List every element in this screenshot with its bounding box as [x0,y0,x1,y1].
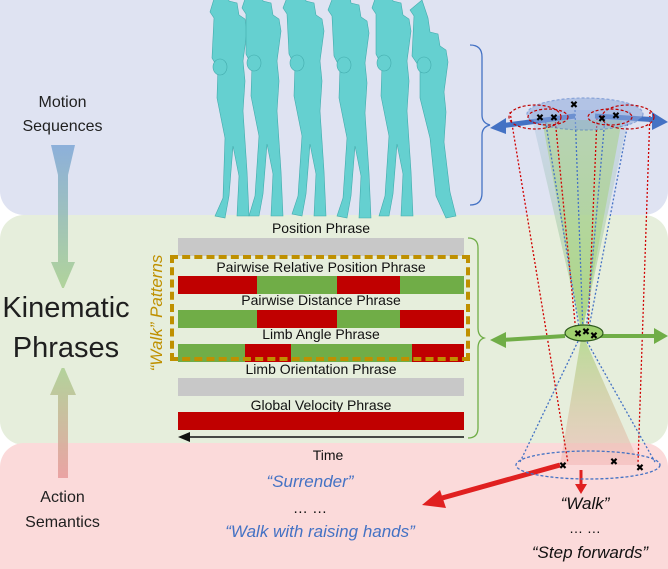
arrow-up-semantics-to-phrases [50,365,76,478]
phrase-title-global-velocity: Global Velocity Phrase [250,397,392,413]
label-line: Kinematic [2,292,130,324]
svg-text:✖: ✖ [559,461,567,472]
motion-sequences-label: Motion Sequences [10,91,115,139]
svg-text:✖: ✖ [598,114,606,125]
arrow-phrase-left [501,334,566,342]
bracket-top [469,44,491,206]
semantic-step-forwards: “Step forwards” [531,543,649,562]
phrase-strip-global-velocity [178,412,464,430]
svg-text:✖: ✖ [550,113,558,124]
phrase-segment [178,412,464,430]
bracket-middle [467,237,487,439]
semantic-space-ellipse [515,450,661,480]
phrase-segment [400,310,464,328]
phrase-segment [178,276,258,294]
svg-text:✖: ✖ [636,463,644,474]
phrase-segment [178,238,464,256]
label-line: Motion [38,94,87,111]
svg-text:✖: ✖ [582,327,590,338]
phrase-title-position: Position Phrase [271,220,371,236]
phrase-segment [257,276,337,294]
semantic-ellipsis-left: … … [292,500,328,517]
svg-text:✖: ✖ [570,100,578,111]
semantic-surrender: “Surrender” [266,472,354,491]
semantic-ellipsis-right: … … [569,520,601,536]
label-line: Sequences [22,118,103,135]
arrow-semantics-left [434,462,561,503]
label-line: Phrases [12,332,120,364]
arrow-down-motion-to-phrases [51,145,75,290]
cone-lower [560,333,640,465]
label-line: Action [40,489,85,506]
phrase-segment [400,276,464,294]
phrase-title-limb-orientation: Limb Orientation Phrase [245,361,397,377]
svg-text:✖: ✖ [610,457,618,468]
phrase-segment [178,378,464,396]
walk-patterns-label: “Walk” Patterns [147,254,166,372]
phrase-space-ellipse [564,324,604,342]
phrase-strip-pairwise-distance [178,310,464,328]
phrase-strip-limb-orientation [178,378,464,396]
semantic-walk-raising-hands: “Walk with raising hands” [225,522,415,541]
phrase-segment [336,276,401,294]
label-line: Semantics [25,514,100,531]
svg-text:✖: ✖ [536,113,544,124]
cone-upper [530,110,630,333]
walking-figures [209,0,457,219]
phrase-title-pairwise-relative-position: Pairwise Relative Position Phrase [216,259,426,275]
svg-text:✖: ✖ [590,331,598,342]
phrase-segment [178,310,258,328]
projection-lines [509,109,656,464]
phrase-strip-pairwise-relative-position [178,276,464,294]
kinematic-phrases-label: Kinematic Phrases [0,288,136,368]
motion-space-ellipse [526,97,644,131]
svg-text:✖: ✖ [612,111,620,122]
sample-markers: ✖ ✖ ✖ ✖ ✖ ✖ ✖ ✖ ✖ ✖ ✖ [536,100,644,474]
phrase-segment [257,310,337,328]
phrase-title-pairwise-distance: Pairwise Distance Phrase [241,292,401,308]
phrase-title-limb-angle: Limb Angle Phrase [262,326,380,342]
svg-text:✖: ✖ [574,329,582,340]
semantic-walk: “Walk” [560,494,610,513]
action-semantics-label: Action Semantics [10,485,115,535]
walk-patterns-box [170,255,470,361]
phrase-strip-position [178,238,464,256]
time-label: Time [312,447,344,463]
phrase-segment [336,310,401,328]
